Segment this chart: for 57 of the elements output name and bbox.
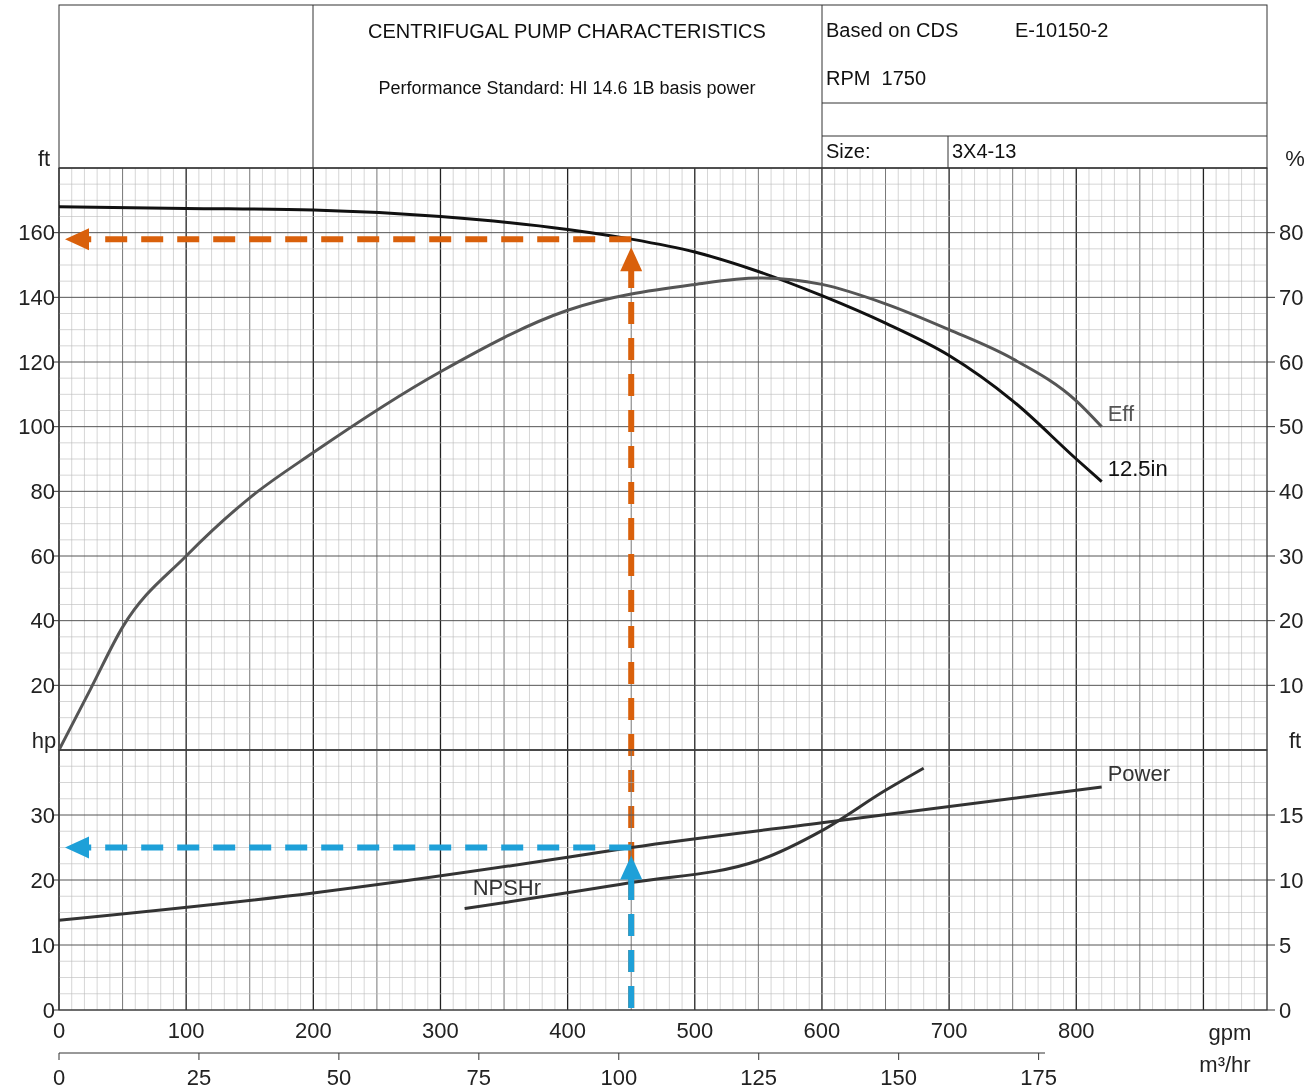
y2-tick-label: 10 — [1279, 867, 1304, 893]
y-tick-label: 40 — [30, 608, 55, 634]
y-tick-label: 0 — [42, 997, 55, 1023]
series-label: NPSHr — [472, 874, 542, 900]
line-series — [57, 205, 1104, 484]
y-tick-label: 100 — [18, 414, 55, 440]
y-tick-label: 10 — [30, 932, 55, 958]
y2-tick-label: 40 — [1279, 479, 1304, 505]
chart-subtitle: Performance Standard: HI 14.6 1B basis power — [378, 78, 756, 98]
series-label: Eff — [1107, 400, 1136, 426]
text: Based on CDS — [826, 19, 959, 41]
x-tick-label: 700 — [930, 1018, 968, 1043]
x-tick-label: 800 — [1057, 1018, 1095, 1043]
y-tick-label: 60 — [30, 543, 55, 569]
y2-tick-label: 20 — [1279, 608, 1304, 634]
y2-tick-label: 15 — [1279, 802, 1304, 828]
y2-tick-label: 70 — [1279, 285, 1304, 311]
y2-tick-label: 60 — [1279, 349, 1304, 375]
y2-tick-label: 10 — [1279, 673, 1304, 699]
x-axis-title: gpm — [1208, 1020, 1252, 1045]
y-tick-label: 120 — [18, 349, 55, 375]
x2-tick-label: 75 — [466, 1065, 492, 1089]
x-tick-label: 100 — [167, 1018, 205, 1043]
x2-tick-label: 125 — [740, 1065, 778, 1089]
text: E-10150-2 — [1015, 19, 1109, 41]
y2-tick-label: 0 — [1279, 997, 1292, 1023]
x2-tick-label: 25 — [186, 1065, 212, 1089]
x2-axis-title: m³/hr — [1199, 1052, 1251, 1077]
x-tick-label: 200 — [294, 1018, 332, 1043]
y-axis-title: hp — [31, 728, 57, 753]
y-tick-label: 140 — [18, 285, 55, 311]
x-tick-label: 400 — [549, 1018, 586, 1043]
y-tick-label: 30 — [30, 802, 55, 828]
x2-tick-label: 150 — [880, 1065, 918, 1089]
y-tick-label: 20 — [30, 867, 55, 893]
y2-tick-label: 50 — [1279, 414, 1304, 440]
y2-tick-label: 5 — [1279, 932, 1292, 958]
x2-tick-label: 100 — [600, 1065, 638, 1089]
x-tick-label: 500 — [676, 1018, 714, 1043]
text: Size: — [826, 140, 871, 162]
y2-tick-label: 30 — [1279, 543, 1304, 569]
x-tick-label: 600 — [803, 1018, 841, 1043]
x-tick-label: 300 — [422, 1018, 459, 1043]
series-label: 12.5in — [1107, 455, 1168, 481]
text: 3X4-13 — [952, 140, 1017, 162]
y2-tick-label: 80 — [1279, 220, 1304, 246]
y-tick-label: 160 — [18, 220, 55, 246]
y-tick-label: 80 — [30, 479, 55, 505]
x2-tick-label: 175 — [1020, 1065, 1057, 1089]
y2-axis-title: % — [1285, 146, 1305, 171]
y2-axis-title: ft — [1288, 728, 1302, 753]
y-axis-title: ft — [37, 146, 51, 171]
y-tick-label: 20 — [30, 673, 55, 699]
text: RPM 1750 — [826, 67, 927, 89]
series-label: Power — [1107, 761, 1171, 787]
chart-title: CENTRIFUGAL PUMP CHARACTERISTICS — [368, 20, 766, 42]
x2-tick-label: 50 — [326, 1065, 352, 1089]
